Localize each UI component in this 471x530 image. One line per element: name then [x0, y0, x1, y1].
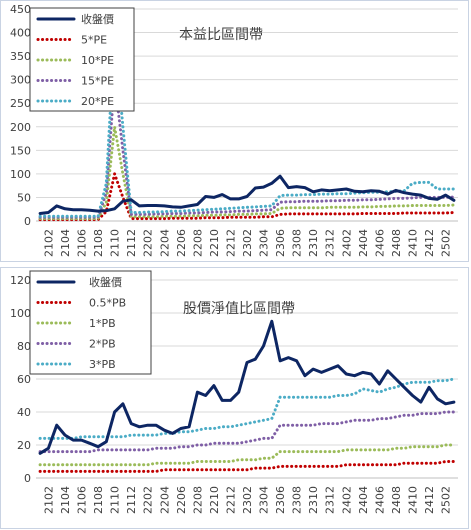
x-tick-label: 2306 — [274, 229, 287, 257]
legend-label: 20*PE — [81, 95, 114, 108]
y-tick-label: 150 — [10, 144, 31, 157]
series-line-close — [38, 174, 456, 215]
x-tick-label: 2404 — [357, 486, 370, 514]
x-tick-label: 2306 — [274, 486, 287, 514]
x-tick-label: 2112 — [125, 229, 138, 257]
x-tick-label: 2206 — [175, 486, 188, 514]
x-tick-label: 2212 — [224, 486, 237, 514]
x-tick-label: 2206 — [175, 229, 188, 257]
y-tick-label: 350 — [10, 50, 31, 63]
x-tick-label: 2210 — [208, 486, 221, 514]
legend-label: 3*PB — [89, 358, 116, 371]
x-tick-label: 2104 — [59, 229, 72, 257]
legend-label: 15*PE — [81, 75, 114, 88]
x-tick-label: 2410 — [406, 229, 419, 257]
x-tick-label: 2302 — [241, 229, 254, 257]
x-tick-label: 2112 — [125, 486, 138, 514]
x-tick-label: 2304 — [258, 486, 271, 514]
y-tick-label: 300 — [10, 74, 31, 87]
x-tick-label: 2110 — [109, 486, 122, 514]
x-tick-label: 2402 — [340, 486, 353, 514]
x-tick-label: 2208 — [191, 229, 204, 257]
x-tick-label: 2408 — [390, 229, 403, 257]
x-tick-label: 2412 — [423, 486, 436, 514]
y-tick-label: 40 — [17, 406, 31, 419]
y-tick-label: 0 — [24, 215, 31, 228]
pb-band-chart-panel: 0 20 40 60 80 100 120 2102 2104 2106 2108 2110 2112 2… — [0, 267, 469, 529]
x-tick-label: 2202 — [142, 229, 155, 257]
y-tick-label: 250 — [10, 97, 31, 110]
series-line-pe15 — [38, 78, 456, 219]
x-tick-label: 2212 — [224, 229, 237, 257]
legend-label: 0.5*PB — [89, 297, 126, 310]
series-line-pe5 — [38, 172, 456, 222]
x-tick-label: 2208 — [191, 486, 204, 514]
y-tick-label: 100 — [10, 168, 31, 181]
x-tick-label: 2502 — [440, 486, 453, 514]
x-tick-label: 2404 — [357, 229, 370, 257]
x-tick-label: 2402 — [340, 229, 353, 257]
x-tick-label: 2310 — [307, 486, 320, 514]
x-tick-label: 2204 — [158, 229, 171, 257]
legend-label: 2*PB — [89, 338, 116, 351]
x-tick-label: 2202 — [142, 486, 155, 514]
x-tick-label: 2110 — [109, 229, 122, 257]
legend-label: 收盤價 — [89, 275, 122, 289]
x-tick-label: 2412 — [423, 229, 436, 257]
x-tick-label: 2108 — [92, 486, 105, 514]
y-tick-label: 20 — [17, 439, 31, 452]
y-tick-label: 400 — [10, 27, 31, 40]
x-tick-label: 2108 — [92, 229, 105, 257]
x-tick-label: 2210 — [208, 229, 221, 257]
x-tick-label: 2104 — [59, 486, 72, 514]
legend-label: 1*PB — [89, 317, 116, 330]
x-tick-label: 2304 — [258, 229, 271, 257]
x-tick-label: 2308 — [291, 229, 304, 257]
series-line-pb1 — [38, 443, 456, 467]
x-tick-label: 2308 — [291, 486, 304, 514]
x-tick-label: 2204 — [158, 486, 171, 514]
series-line-pb05 — [38, 460, 456, 473]
chart-title: 股價淨值比區間帶 — [183, 300, 295, 317]
legend-label: 10*PE — [81, 54, 114, 67]
y-tick-label: 100 — [10, 307, 31, 320]
y-tick-label: 120 — [10, 274, 31, 287]
y-tick-label: 50 — [17, 191, 31, 204]
x-tick-label: 2106 — [76, 486, 89, 514]
x-tick-label: 2410 — [406, 486, 419, 514]
x-tick-label: 2302 — [241, 486, 254, 514]
series-line-pb2 — [38, 410, 456, 454]
x-tick-label: 2102 — [42, 229, 55, 257]
y-tick-label: 60 — [17, 373, 31, 386]
y-tick-label: 0 — [24, 472, 31, 485]
chart-title: 本益比區間帶 — [179, 27, 263, 43]
series-line-close — [38, 319, 456, 455]
y-tick-label: 200 — [10, 121, 31, 134]
pe-band-chart-panel: 0 50 100 150 200 250 300 350 400 450 2102 2104 2106 2… — [0, 0, 469, 262]
y-tick-label: 450 — [10, 3, 31, 16]
legend-label: 5*PE — [81, 34, 107, 47]
x-tick-label: 2312 — [324, 229, 337, 257]
x-tick-label: 2106 — [76, 229, 89, 257]
x-tick-label: 2406 — [373, 486, 386, 514]
x-tick-label: 2310 — [307, 229, 320, 257]
x-tick-label: 2102 — [42, 486, 55, 514]
x-tick-label: 2408 — [390, 486, 403, 514]
x-tick-label: 2312 — [324, 486, 337, 514]
legend-label: 收盤價 — [81, 12, 114, 26]
x-tick-label: 2406 — [373, 229, 386, 257]
x-tick-label: 2502 — [440, 229, 453, 257]
series-line-pb3 — [38, 377, 456, 440]
series-line-pe10 — [38, 125, 456, 221]
y-tick-label: 80 — [17, 340, 31, 353]
